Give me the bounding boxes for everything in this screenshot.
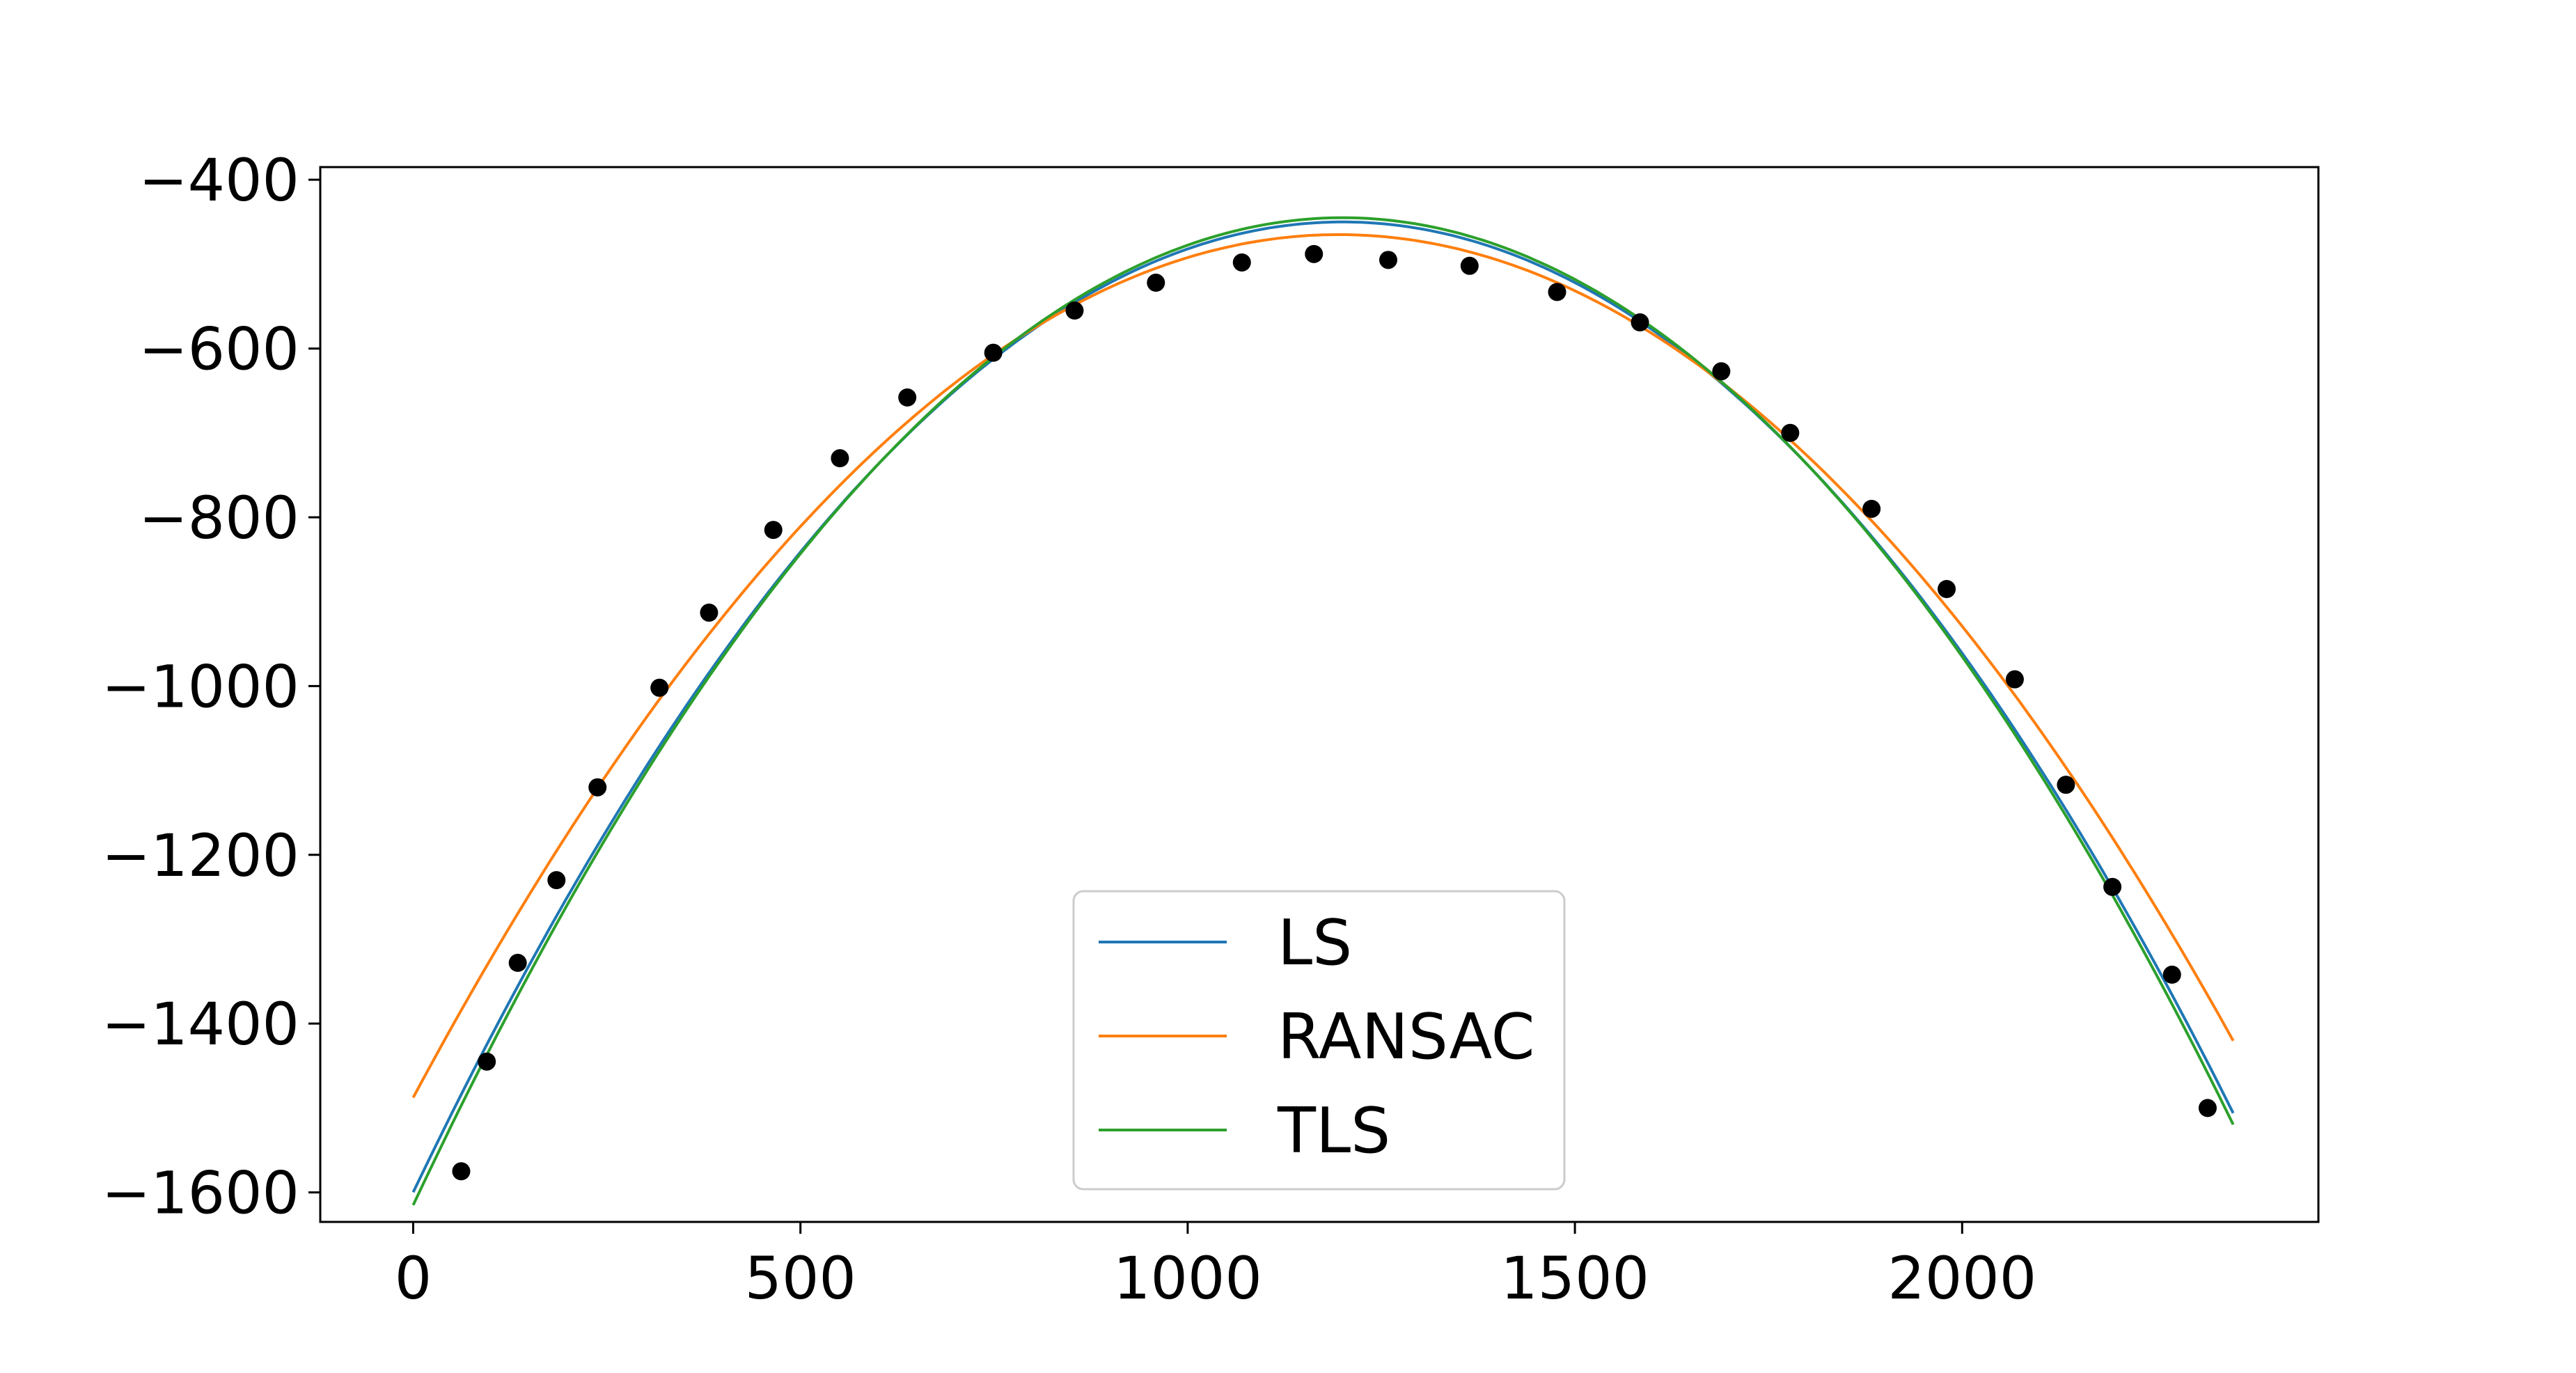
y-tick-label: −1600 (102, 1159, 299, 1227)
data-point (2162, 965, 2181, 984)
data-point (1065, 301, 1084, 320)
data-point (700, 603, 718, 622)
y-axis: −400 −600 −800 −1000 −1200 −1400 −1600 (102, 146, 320, 1227)
data-point (898, 388, 917, 407)
y-tick-label: −600 (139, 315, 299, 384)
data-point (547, 871, 566, 890)
plot-frame (319, 166, 2320, 1223)
data-point (1460, 256, 1479, 275)
y-tick-label: −1000 (102, 652, 299, 721)
y-tick-label: −800 (139, 484, 299, 552)
data-point (1232, 253, 1251, 272)
legend-label-tls: TLS (1277, 1095, 1390, 1168)
data-point (452, 1162, 471, 1181)
y-tick-label: −400 (139, 146, 299, 214)
data-point (508, 953, 527, 972)
data-point (1631, 313, 1649, 332)
data-point (478, 1052, 496, 1071)
data-point (1305, 244, 1324, 263)
data-point (1379, 251, 1398, 269)
data-point (1147, 274, 1165, 292)
data-point (2198, 1099, 2217, 1117)
data-point (1862, 499, 1881, 518)
data-point (588, 778, 607, 797)
data-point (2057, 776, 2075, 794)
y-tick-label: −1200 (102, 822, 299, 890)
fit-curves (411, 216, 2235, 1206)
series-line-tls (411, 216, 2235, 1206)
data-point (1781, 423, 1800, 442)
data-point (1938, 580, 1956, 598)
series-line-ls (411, 220, 2235, 1193)
data-point (984, 343, 1003, 362)
x-tick-label: 1500 (1500, 1244, 1649, 1312)
y-tick-label: −1400 (102, 990, 299, 1058)
x-tick-label: 0 (395, 1244, 432, 1312)
x-axis: 0 500 1000 1500 2000 (395, 1222, 2036, 1312)
data-point (764, 521, 783, 540)
data-point (1712, 362, 1731, 381)
x-tick-label: 1000 (1113, 1244, 1262, 1312)
legend: LS RANSAC TLS (1072, 890, 1566, 1191)
legend-label-ransac: RANSAC (1278, 1001, 1534, 1074)
data-point (2005, 670, 2024, 689)
data-point (831, 449, 849, 468)
data-point (650, 678, 669, 697)
data-point (2103, 877, 2122, 896)
legend-label-ls: LS (1278, 907, 1352, 980)
x-tick-label: 2000 (1887, 1244, 2036, 1312)
series-line-ransac (411, 233, 2235, 1099)
x-tick-label: 500 (745, 1244, 856, 1312)
data-point (1548, 283, 1566, 301)
data-points (452, 244, 2217, 1181)
legend-box (1072, 890, 1566, 1191)
